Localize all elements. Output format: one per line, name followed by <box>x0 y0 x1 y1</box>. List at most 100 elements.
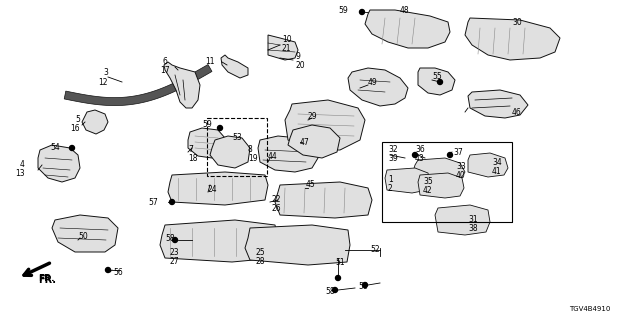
Polygon shape <box>168 172 268 205</box>
Polygon shape <box>258 136 318 172</box>
Text: 57: 57 <box>148 198 158 207</box>
Text: 45: 45 <box>306 180 316 189</box>
Polygon shape <box>221 55 248 78</box>
Text: 32: 32 <box>388 145 397 154</box>
Text: 38: 38 <box>468 224 477 233</box>
Text: 58: 58 <box>325 287 335 296</box>
Polygon shape <box>82 110 108 134</box>
Polygon shape <box>38 145 80 182</box>
Text: 51: 51 <box>335 258 344 267</box>
Text: 56: 56 <box>113 268 123 277</box>
Circle shape <box>413 153 417 157</box>
Text: 36: 36 <box>415 145 425 154</box>
Polygon shape <box>418 173 464 198</box>
Text: 48: 48 <box>400 6 410 15</box>
Text: 47: 47 <box>300 138 310 147</box>
Text: 59: 59 <box>339 6 348 15</box>
Text: 23: 23 <box>170 248 180 257</box>
Text: 30: 30 <box>512 18 522 27</box>
Circle shape <box>360 10 365 14</box>
Polygon shape <box>164 62 200 108</box>
Polygon shape <box>418 68 455 95</box>
Text: 46: 46 <box>512 108 522 117</box>
Polygon shape <box>160 220 278 262</box>
Polygon shape <box>210 136 250 168</box>
Polygon shape <box>52 215 118 252</box>
Circle shape <box>170 199 175 204</box>
Polygon shape <box>435 205 490 235</box>
Text: 18: 18 <box>188 154 198 163</box>
Text: 2: 2 <box>388 184 393 193</box>
Circle shape <box>173 237 177 243</box>
Polygon shape <box>188 128 225 158</box>
Circle shape <box>438 79 442 84</box>
Polygon shape <box>468 90 528 118</box>
Text: 22: 22 <box>272 195 282 204</box>
Text: 5: 5 <box>75 115 80 124</box>
Polygon shape <box>64 65 212 106</box>
Text: 19: 19 <box>248 154 258 163</box>
Polygon shape <box>288 125 340 158</box>
Text: 25: 25 <box>255 248 264 257</box>
Text: 13: 13 <box>15 169 25 178</box>
Circle shape <box>362 283 367 287</box>
Polygon shape <box>413 158 465 183</box>
Text: FR.: FR. <box>38 274 54 283</box>
Text: 7: 7 <box>188 145 193 154</box>
Text: 40: 40 <box>456 171 466 180</box>
Text: 17: 17 <box>160 66 170 75</box>
Text: 4: 4 <box>20 160 25 169</box>
Text: 12: 12 <box>99 78 108 87</box>
Text: 54: 54 <box>51 143 60 152</box>
Circle shape <box>218 125 223 131</box>
Circle shape <box>335 276 340 281</box>
Polygon shape <box>275 182 372 218</box>
Text: FR.: FR. <box>38 275 56 285</box>
Text: 16: 16 <box>70 124 80 133</box>
Text: 49: 49 <box>368 78 378 87</box>
Text: 1: 1 <box>388 175 393 184</box>
Polygon shape <box>385 168 430 193</box>
Text: 39: 39 <box>388 154 397 163</box>
Text: 55: 55 <box>432 72 442 81</box>
Text: 3: 3 <box>103 68 108 77</box>
Circle shape <box>106 268 111 273</box>
Text: 33: 33 <box>456 162 466 171</box>
Circle shape <box>333 287 337 292</box>
Polygon shape <box>268 35 298 60</box>
Text: 53: 53 <box>232 133 242 142</box>
Polygon shape <box>285 100 365 150</box>
Text: 35: 35 <box>423 177 433 186</box>
Text: 8: 8 <box>248 145 253 154</box>
Text: 6: 6 <box>163 57 168 66</box>
Text: 41: 41 <box>492 167 502 176</box>
Text: 24: 24 <box>208 185 218 194</box>
Circle shape <box>447 153 452 157</box>
Text: 31: 31 <box>468 215 477 224</box>
Text: 11: 11 <box>205 57 215 66</box>
Text: 26: 26 <box>272 204 282 213</box>
Text: 27: 27 <box>170 257 180 266</box>
Polygon shape <box>365 10 450 48</box>
Text: 58: 58 <box>358 282 367 291</box>
Text: TGV4B4910: TGV4B4910 <box>568 306 610 312</box>
Text: 20: 20 <box>296 61 306 70</box>
Polygon shape <box>245 225 350 265</box>
Text: 28: 28 <box>255 257 264 266</box>
Polygon shape <box>468 153 508 177</box>
Text: 59: 59 <box>202 120 212 129</box>
Text: 50: 50 <box>78 232 88 241</box>
Text: 9: 9 <box>296 52 301 61</box>
Circle shape <box>70 146 74 150</box>
Polygon shape <box>465 18 560 60</box>
Text: 21: 21 <box>282 44 291 53</box>
Polygon shape <box>348 68 408 106</box>
Bar <box>207 118 267 176</box>
Text: 42: 42 <box>423 186 433 195</box>
Text: 58: 58 <box>165 234 175 243</box>
Text: 52: 52 <box>370 245 380 254</box>
Bar <box>382 142 512 222</box>
Text: 43: 43 <box>415 154 425 163</box>
Text: 34: 34 <box>492 158 502 167</box>
Text: 44: 44 <box>268 152 278 161</box>
